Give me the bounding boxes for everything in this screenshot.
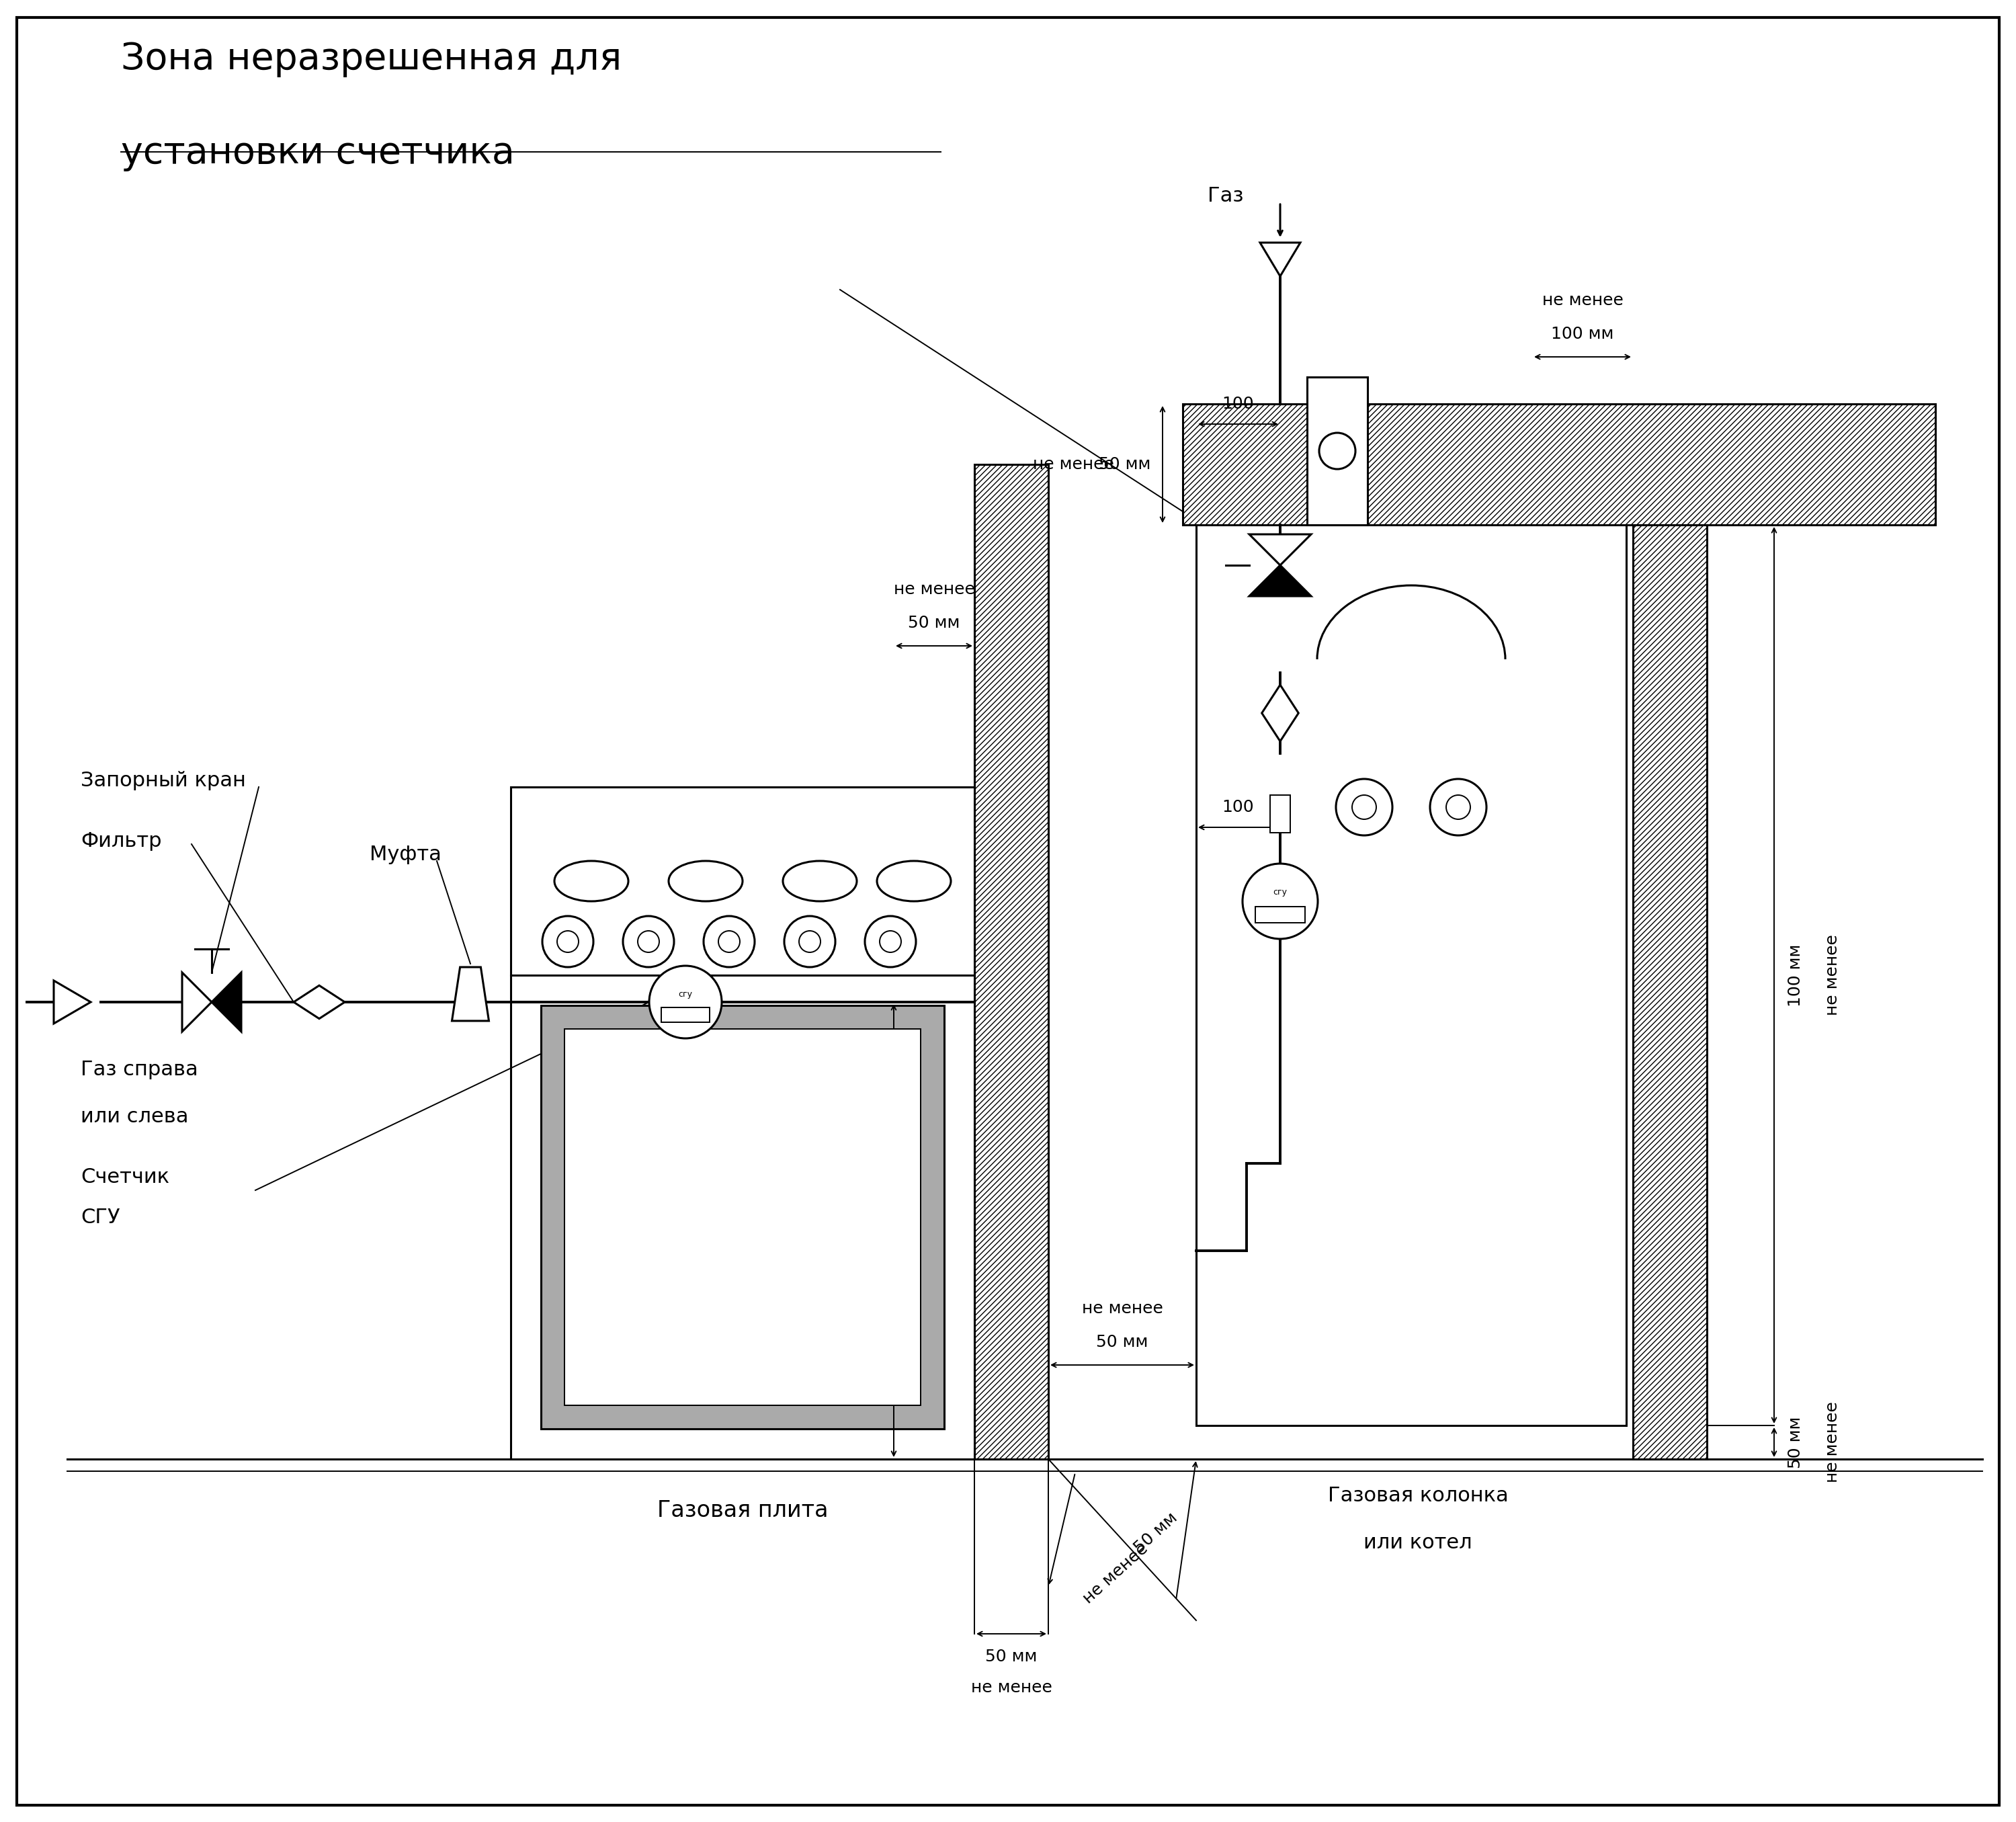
- Text: 50 мм: 50 мм: [986, 1649, 1038, 1665]
- Text: не менее: не менее: [829, 1190, 845, 1272]
- Bar: [1256, 907, 1304, 922]
- Circle shape: [542, 916, 593, 967]
- Polygon shape: [1250, 534, 1310, 565]
- Text: сгу: сгу: [677, 989, 694, 998]
- Circle shape: [1429, 780, 1486, 836]
- Text: 50 мм: 50 мм: [1788, 1416, 1804, 1469]
- Text: не менее: не менее: [1032, 456, 1115, 472]
- Text: 50 мм: 50 мм: [1099, 456, 1151, 472]
- Text: установки счетчика: установки счетчика: [121, 135, 514, 171]
- Polygon shape: [54, 980, 91, 1024]
- Circle shape: [649, 966, 722, 1039]
- Text: 100 мм: 100 мм: [1550, 326, 1615, 343]
- Circle shape: [1242, 864, 1318, 938]
- Circle shape: [1445, 794, 1470, 820]
- Circle shape: [623, 916, 673, 967]
- Text: Зона неразрешенная для: Зона неразрешенная для: [121, 42, 621, 77]
- Ellipse shape: [554, 862, 629, 902]
- Text: 100: 100: [1222, 395, 1254, 412]
- Text: не менее: не менее: [1083, 1301, 1163, 1317]
- Circle shape: [704, 916, 754, 967]
- Text: не менее: не менее: [1081, 1540, 1151, 1607]
- Text: Счетчик: Счетчик: [81, 1168, 169, 1186]
- Text: 50 мм: 50 мм: [907, 616, 960, 630]
- Polygon shape: [1260, 242, 1300, 277]
- Circle shape: [637, 931, 659, 953]
- Bar: [564, 1029, 921, 1405]
- Bar: [661, 1008, 710, 1022]
- Circle shape: [718, 931, 740, 953]
- Text: Фильтр: Фильтр: [81, 831, 161, 851]
- Bar: [1183, 404, 1935, 525]
- Text: 100: 100: [1222, 800, 1254, 814]
- Bar: [1306, 377, 1367, 525]
- Text: или слева: или слева: [81, 1106, 190, 1126]
- Polygon shape: [181, 973, 212, 1031]
- Text: Газ справа: Газ справа: [81, 1060, 198, 1079]
- Text: Газовая плита: Газовая плита: [657, 1500, 829, 1521]
- Text: Газовая колонка: Газовая колонка: [1329, 1487, 1508, 1505]
- Text: 100 мм: 100 мм: [1788, 944, 1804, 1006]
- Bar: [540, 1006, 943, 1428]
- Text: 400 мм: 400 мм: [865, 1199, 881, 1263]
- Text: не менее: не менее: [893, 581, 974, 598]
- Polygon shape: [1250, 565, 1310, 596]
- Text: не менее: не менее: [1824, 935, 1841, 1017]
- Polygon shape: [1262, 685, 1298, 742]
- Ellipse shape: [669, 862, 742, 902]
- Bar: [1270, 794, 1290, 833]
- Text: не менее: не менее: [972, 1680, 1052, 1696]
- Text: не менее: не менее: [1824, 1401, 1841, 1483]
- Circle shape: [1337, 780, 1393, 836]
- Bar: [510, 787, 974, 1459]
- Bar: [1195, 525, 1627, 1425]
- Ellipse shape: [782, 862, 857, 902]
- Text: Муфта: Муфта: [369, 844, 442, 864]
- Polygon shape: [294, 986, 345, 1018]
- Bar: [1633, 525, 1708, 1459]
- Text: Газ: Газ: [1208, 186, 1244, 206]
- Circle shape: [556, 931, 579, 953]
- Polygon shape: [452, 967, 488, 1020]
- Circle shape: [879, 931, 901, 953]
- Text: сгу: сгу: [1274, 887, 1286, 896]
- Circle shape: [784, 916, 835, 967]
- Polygon shape: [212, 973, 242, 1031]
- Circle shape: [1353, 794, 1377, 820]
- Circle shape: [798, 931, 821, 953]
- Text: или котел: или котел: [1363, 1532, 1472, 1552]
- Ellipse shape: [877, 862, 952, 902]
- Circle shape: [1318, 434, 1355, 468]
- Text: не менее: не менее: [1542, 292, 1623, 308]
- Circle shape: [865, 916, 915, 967]
- Bar: [974, 465, 1048, 1459]
- Text: 50 мм: 50 мм: [1097, 1334, 1149, 1350]
- Text: СГУ: СГУ: [81, 1208, 121, 1226]
- Text: Запорный кран: Запорный кран: [81, 771, 246, 791]
- Text: 50 мм: 50 мм: [1131, 1510, 1181, 1556]
